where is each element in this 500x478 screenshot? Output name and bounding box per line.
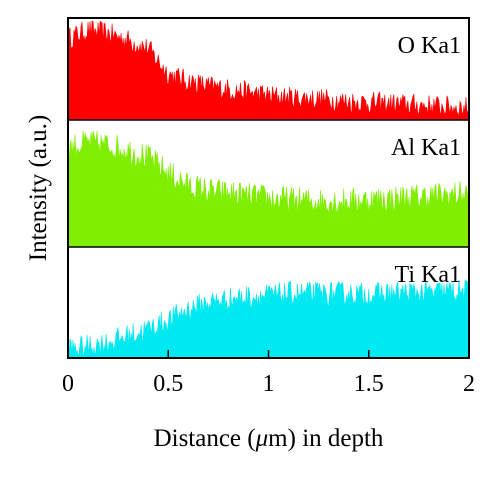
- x-axis-ticks: 0 0.5 1 1.5 2: [62, 350, 475, 397]
- panel-area: [67, 20, 470, 121]
- panel-label: Al Ka1: [391, 135, 461, 161]
- panel-area: [67, 279, 470, 359]
- y-axis-label: Intensity (a.u.): [25, 115, 52, 261]
- x-tick-label: 1.5: [354, 371, 384, 397]
- panel-ti-ka1: Ti Ka1: [67, 246, 470, 359]
- x-tick-label: 2: [463, 371, 475, 397]
- x-tick-label: 1: [263, 371, 275, 397]
- x-axis-label: Distance (μm) in depth: [154, 425, 384, 452]
- panel-label: Ti Ka1: [395, 262, 461, 288]
- panel-o-ka1: O Ka1: [67, 20, 470, 121]
- panel-label: O Ka1: [398, 33, 461, 59]
- x-tick-label: 0.5: [153, 371, 183, 397]
- panel-area: [67, 130, 470, 248]
- x-tick-label: 0: [62, 371, 74, 397]
- panel-al-ka1: Al Ka1: [67, 119, 470, 248]
- chart-panels: O Ka1 Al Ka1 Ti Ka1: [67, 20, 470, 359]
